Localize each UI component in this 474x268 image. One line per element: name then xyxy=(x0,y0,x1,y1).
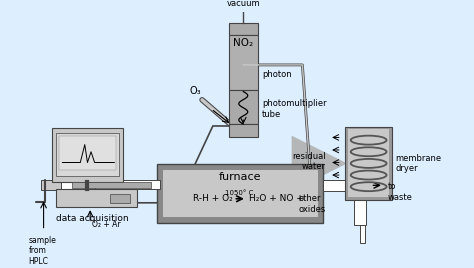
Bar xyxy=(348,129,389,198)
Bar xyxy=(157,164,323,222)
Text: photon: photon xyxy=(262,70,292,79)
Text: 1050° C: 1050° C xyxy=(226,190,254,196)
Text: vacuum: vacuum xyxy=(227,0,260,9)
Bar xyxy=(41,180,61,190)
Bar xyxy=(229,124,257,137)
Text: other
oxides: other oxides xyxy=(299,194,326,214)
Text: residual
water: residual water xyxy=(292,152,326,171)
Bar xyxy=(72,182,151,188)
Bar xyxy=(360,225,365,243)
Text: O₂ + Ar: O₂ + Ar xyxy=(92,220,120,229)
Bar xyxy=(56,189,137,207)
Bar xyxy=(56,133,119,176)
Polygon shape xyxy=(292,136,347,191)
Bar xyxy=(59,180,160,189)
Bar xyxy=(229,90,257,124)
Bar xyxy=(354,191,366,225)
Text: R-H + O₂: R-H + O₂ xyxy=(193,194,233,203)
Bar xyxy=(163,170,318,217)
Text: sample
from
HPLC: sample from HPLC xyxy=(28,236,56,266)
Bar xyxy=(229,35,257,90)
Bar xyxy=(346,127,392,200)
Bar xyxy=(86,180,95,207)
Bar xyxy=(229,23,257,35)
Text: H₂O + NO +: H₂O + NO + xyxy=(249,194,303,203)
Bar xyxy=(52,128,123,182)
Text: photomultiplier
tube: photomultiplier tube xyxy=(262,99,327,119)
Text: membrane
dryer: membrane dryer xyxy=(395,154,442,173)
Bar xyxy=(110,194,129,203)
Text: data acquisition: data acquisition xyxy=(55,214,128,224)
Bar xyxy=(59,136,116,170)
Bar xyxy=(323,180,372,191)
Text: to
waste: to waste xyxy=(387,182,412,202)
Text: furnace: furnace xyxy=(219,172,261,182)
Text: NO₂: NO₂ xyxy=(233,38,253,47)
Text: O₃: O₃ xyxy=(189,86,201,96)
